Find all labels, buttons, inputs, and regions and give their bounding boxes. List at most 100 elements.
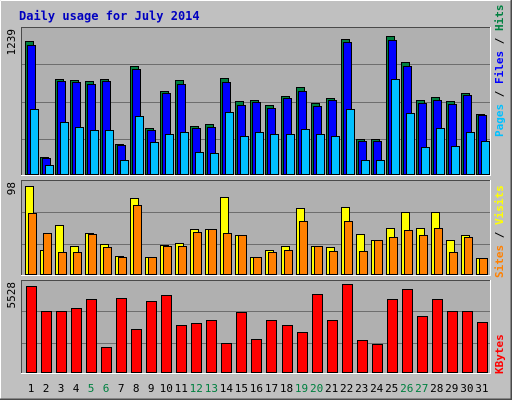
series-kbytes — [26, 284, 488, 373]
bar-kbytes-day-23 — [357, 340, 368, 373]
bar-kbytes-day-16 — [251, 339, 262, 373]
day-label-23: 23 — [355, 382, 368, 395]
bar-kbytes-day-24 — [372, 344, 383, 373]
day-label-9: 9 — [148, 382, 155, 395]
bar-kbytes-day-31 — [477, 322, 488, 373]
bar-sites-day-7 — [118, 257, 127, 275]
day-label-2: 2 — [43, 382, 50, 395]
day-label-10: 10 — [160, 382, 173, 395]
day-label-15: 15 — [235, 382, 248, 395]
bar-sites-day-24 — [374, 240, 383, 275]
bar-pages-day-2 — [45, 165, 54, 175]
bar-kbytes-day-6 — [101, 347, 112, 373]
day-label-16: 16 — [250, 382, 263, 395]
bar-pages-day-15 — [240, 136, 249, 175]
day-label-7: 7 — [118, 382, 125, 395]
bar-sites-day-27 — [419, 235, 428, 275]
bar-pages-day-11 — [180, 132, 189, 175]
day-label-24: 24 — [370, 382, 384, 395]
day-label-5: 5 — [88, 382, 95, 395]
day-label-11: 11 — [175, 382, 188, 395]
bar-kbytes-day-18 — [282, 325, 293, 373]
bar-sites-day-8 — [133, 205, 142, 275]
day-label-28: 28 — [430, 382, 443, 395]
legend-pages: Pages — [493, 104, 506, 137]
bar-pages-day-24 — [376, 160, 385, 175]
bar-kbytes-day-9 — [146, 301, 157, 373]
day-label-1: 1 — [28, 382, 35, 395]
bar-kbytes-day-5 — [86, 299, 97, 373]
bar-sites-day-10 — [163, 246, 172, 275]
day-label-19: 19 — [295, 382, 308, 395]
bar-pages-day-20 — [316, 134, 325, 175]
bar-pages-day-1 — [30, 109, 39, 175]
bar-sites-day-22 — [344, 221, 353, 275]
day-label-6: 6 — [103, 382, 110, 395]
day-label-21: 21 — [325, 382, 338, 395]
bar-pages-day-26 — [406, 113, 415, 175]
bar-kbytes-day-25 — [387, 299, 398, 373]
bar-kbytes-day-22 — [342, 284, 353, 373]
bar-kbytes-day-17 — [266, 320, 277, 373]
day-label-20: 20 — [310, 382, 323, 395]
bar-sites-day-19 — [299, 221, 308, 275]
bar-pages-day-9 — [150, 142, 159, 175]
bar-pages-day-10 — [165, 134, 174, 175]
bar-pages-day-27 — [421, 147, 430, 175]
day-label-12: 12 — [190, 382, 203, 395]
day-label-26: 26 — [400, 382, 413, 395]
day-label-17: 17 — [265, 382, 278, 395]
bar-kbytes-day-19 — [297, 332, 308, 373]
bar-kbytes-day-29 — [447, 311, 458, 373]
bar-sites-day-13 — [208, 229, 217, 275]
day-label-18: 18 — [280, 382, 293, 395]
day-label-4: 4 — [73, 382, 80, 395]
bar-sites-day-30 — [464, 237, 473, 275]
panel-1: 1239 Pages / Files / Hits — [5, 5, 506, 176]
day-label-22: 22 — [340, 382, 353, 395]
bar-pages-day-25 — [391, 79, 400, 175]
bar-sites-day-20 — [314, 246, 323, 275]
series-sites — [28, 205, 488, 275]
chart-title: Daily usage for July 2014 — [19, 9, 200, 23]
panel-1-legend: Pages / Files / Hits — [493, 5, 506, 138]
bar-kbytes-day-11 — [176, 325, 187, 373]
day-label-3: 3 — [58, 382, 65, 395]
bar-sites-day-16 — [253, 257, 262, 275]
bar-pages-day-8 — [135, 116, 144, 175]
legend-hits: Hits — [493, 5, 506, 32]
bar-sites-day-15 — [238, 235, 247, 275]
bar-sites-day-5 — [88, 234, 97, 275]
legend-separator: / — [493, 225, 506, 245]
bar-sites-day-23 — [359, 251, 368, 275]
bar-sites-day-25 — [389, 237, 398, 275]
day-label-27: 27 — [415, 382, 428, 395]
bar-sites-day-26 — [404, 230, 413, 275]
bar-sites-day-12 — [193, 232, 202, 275]
bar-pages-day-5 — [90, 130, 99, 175]
day-label-13: 13 — [205, 382, 218, 395]
bar-pages-day-23 — [361, 160, 370, 175]
bar-pages-day-28 — [436, 128, 445, 175]
bar-pages-day-7 — [120, 160, 129, 175]
bar-sites-day-6 — [103, 247, 112, 275]
panel-3: 5528 KBytes — [5, 280, 506, 374]
bar-sites-day-29 — [449, 252, 458, 275]
bar-kbytes-day-28 — [432, 299, 443, 373]
bar-pages-day-3 — [60, 122, 69, 175]
legend-visits: Visits — [493, 185, 506, 225]
bar-pages-day-4 — [75, 127, 84, 175]
bar-sites-day-2 — [43, 233, 52, 275]
panel-2-legend: Sites / Visits — [493, 185, 506, 278]
bar-kbytes-day-1 — [26, 286, 37, 373]
panel-1-max-label: 1239 — [5, 29, 18, 56]
day-label-29: 29 — [445, 382, 458, 395]
bar-sites-day-9 — [148, 257, 157, 275]
panel-3-legend: KBytes — [493, 334, 506, 374]
bar-kbytes-day-27 — [417, 316, 428, 373]
day-label-14: 14 — [220, 382, 234, 395]
panel-2-max-label: 98 — [5, 182, 18, 195]
bar-kbytes-day-13 — [206, 320, 217, 373]
bar-sites-day-11 — [178, 246, 187, 275]
bar-pages-day-6 — [105, 130, 114, 175]
